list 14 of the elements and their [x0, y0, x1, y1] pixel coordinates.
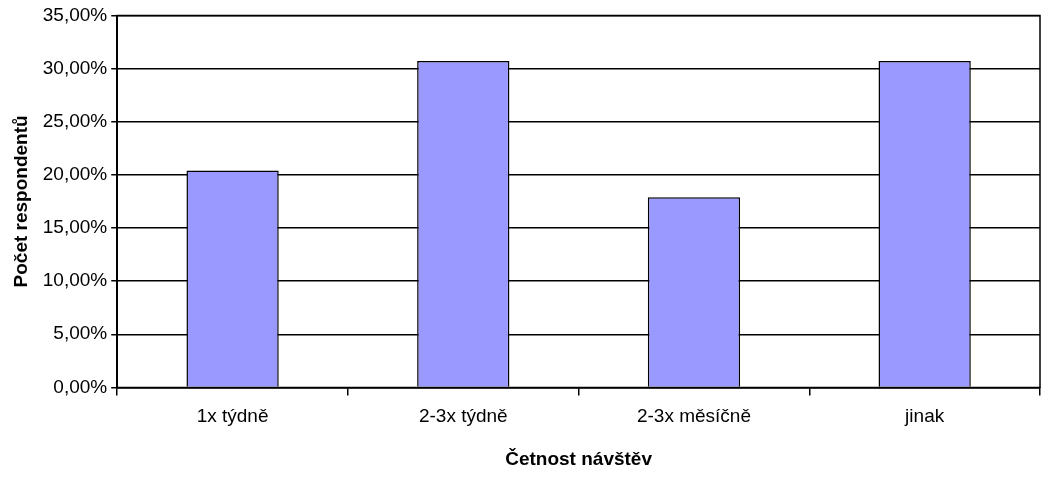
- y-tick-label: 35,00%: [42, 3, 108, 25]
- x-tick-label: 2-3x týdně: [418, 405, 508, 427]
- x-axis-title: Četnost návštěv: [505, 447, 653, 469]
- x-tick-label: 1x týdně: [196, 405, 269, 427]
- x-tick-label: 2-3x měsíčně: [636, 405, 751, 427]
- y-tick-label: 20,00%: [42, 163, 108, 185]
- y-tick-label: 15,00%: [42, 216, 108, 238]
- y-tick-label: 5,00%: [53, 322, 108, 344]
- y-tick-label: 0,00%: [53, 375, 108, 397]
- y-tick-label: 30,00%: [42, 56, 108, 78]
- y-axis-title: Počet respondentů: [9, 115, 31, 288]
- y-tick-label: 25,00%: [42, 109, 108, 131]
- y-tick-label: 10,00%: [42, 269, 108, 291]
- x-tick-label: jinak: [904, 405, 945, 427]
